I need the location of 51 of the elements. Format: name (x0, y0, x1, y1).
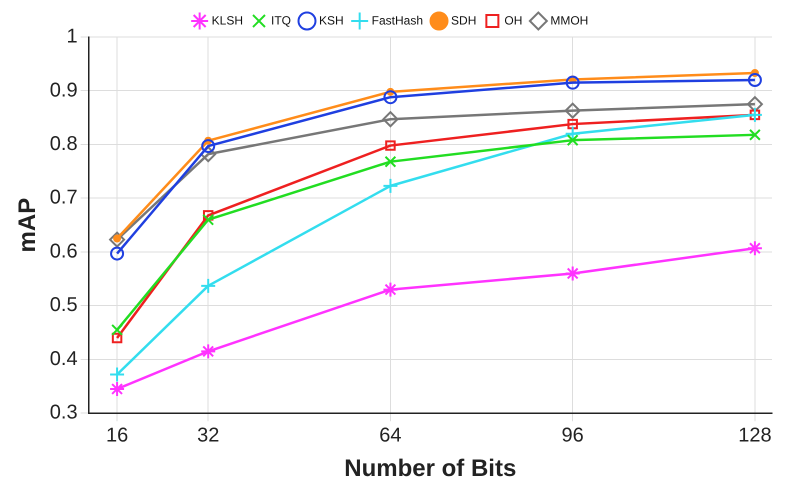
y-tick-label: 0.6 (50, 240, 78, 262)
point (109, 232, 126, 248)
point (748, 128, 761, 141)
point (567, 118, 578, 130)
point (746, 96, 763, 112)
point (746, 240, 763, 256)
legend-label: FastHash (372, 13, 424, 28)
x-tick-label: 64 (379, 424, 402, 447)
legend-label: ITQ (271, 13, 291, 28)
legend-label: KSH (318, 13, 344, 28)
y-axis-title: mAP (14, 198, 42, 252)
point (109, 381, 126, 398)
legend-label: MMOH (550, 13, 588, 28)
point (382, 111, 398, 128)
y-tick-label: 0.4 (50, 348, 78, 370)
point (202, 214, 214, 226)
y-tick-label: 1 (66, 26, 78, 48)
point (202, 210, 214, 221)
point (564, 102, 581, 119)
point (385, 140, 396, 151)
point (382, 178, 398, 194)
point (200, 343, 216, 360)
point (746, 106, 763, 123)
x-tick-label: 16 (106, 424, 128, 447)
legend-label: KLSH (212, 13, 244, 28)
x-tick-label: 96 (562, 424, 584, 447)
point (382, 282, 398, 298)
point (111, 324, 124, 336)
y-tick-label: 0.7 (50, 186, 78, 209)
point (566, 76, 580, 90)
x-tick-label: 32 (197, 424, 220, 447)
y-tick-label: 0.8 (50, 133, 78, 155)
point (201, 139, 216, 154)
point (564, 265, 581, 282)
point (750, 110, 760, 120)
x-tick-label: 128 (738, 424, 772, 447)
point (200, 146, 216, 162)
point (110, 246, 124, 261)
legend-label: SDH (451, 13, 476, 28)
y-tick-label: 0.9 (50, 79, 78, 102)
point (109, 366, 126, 383)
y-tick-label: 0.5 (50, 294, 78, 316)
point (566, 134, 579, 146)
legend-label: OH (504, 13, 522, 28)
point (748, 72, 762, 87)
x-axis-title: Number of Bits (344, 455, 516, 482)
y-tick-label: 0.3 (50, 402, 78, 424)
point (383, 90, 398, 104)
point (112, 332, 122, 344)
point (200, 278, 216, 294)
point (384, 156, 396, 168)
